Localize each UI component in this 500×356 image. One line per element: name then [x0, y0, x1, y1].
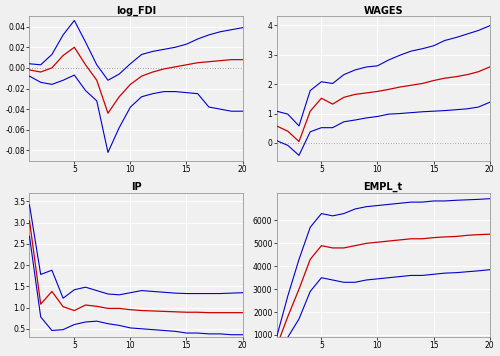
Title: EMPL_t: EMPL_t — [364, 182, 403, 193]
Title: IP: IP — [130, 182, 141, 192]
Title: WAGES: WAGES — [364, 6, 403, 16]
Title: log_FDI: log_FDI — [116, 6, 156, 16]
